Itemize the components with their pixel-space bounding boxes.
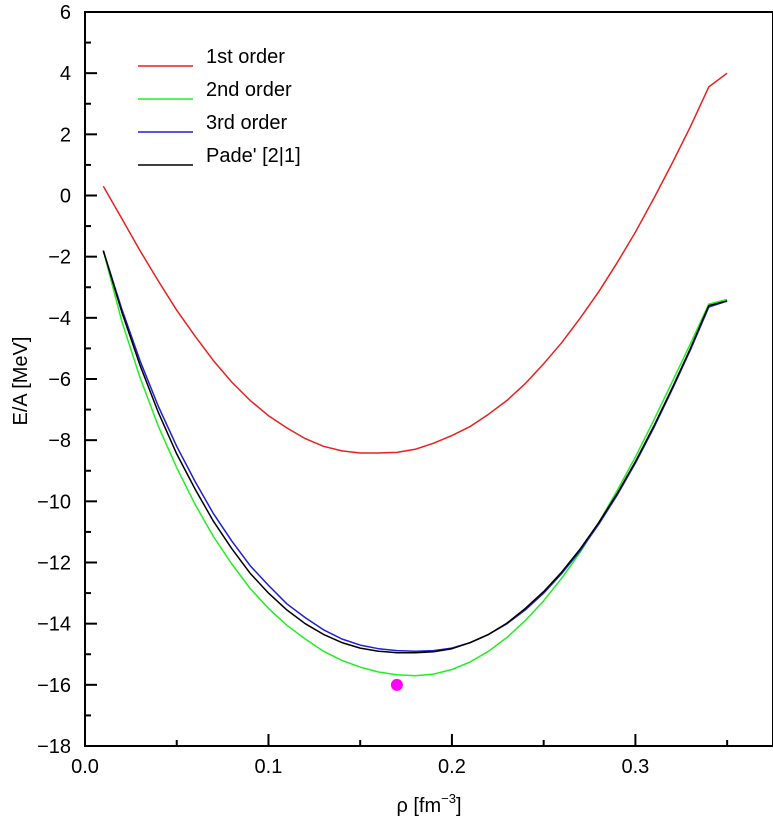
y-tick-label: 4	[60, 63, 71, 85]
legend-label-2: 2nd order	[206, 79, 292, 101]
legend-label-4: Pade' [2|1]	[206, 145, 301, 167]
y-tick-label: 2	[60, 124, 71, 146]
y-tick-label: −4	[48, 308, 71, 330]
y-tick-label: 6	[60, 2, 71, 24]
y-axis-title: E/A [MeV]	[10, 337, 32, 426]
y-tick-label: −14	[37, 614, 71, 636]
series-line-3	[102, 250, 728, 652]
y-tick-label: 0	[60, 186, 71, 208]
data-points	[390, 678, 403, 691]
x-tick-label: 0.0	[71, 756, 99, 778]
tick-labels: 0.0 0.1 0.2 0.3 6 4 2 0 −2 −4 −6 −8 −10 −12 −14 −16 −18	[37, 2, 649, 778]
legend: 1st order 2nd order 3rd order Pade' [2|1]	[138, 46, 301, 167]
series-line-4	[102, 250, 728, 654]
series-line-2	[102, 250, 728, 677]
y-tick-label: −2	[48, 247, 71, 269]
empirical-point	[390, 678, 403, 691]
legend-label-3: 3rd order	[206, 112, 287, 134]
x-axis-title: ρ [fm−3]	[396, 791, 461, 817]
x-tick-label: 0.1	[255, 756, 283, 778]
plot-frame	[84, 11, 773, 747]
ticks	[84, 11, 729, 747]
y-tick-label: −10	[37, 491, 71, 513]
y-tick-label: −6	[48, 369, 71, 391]
x-tick-label: 0.3	[621, 756, 649, 778]
y-tick-label: −18	[37, 736, 71, 758]
y-tick-label: −12	[37, 553, 71, 575]
legend-label-1: 1st order	[206, 46, 285, 68]
x-tick-label: 0.2	[438, 756, 466, 778]
y-tick-label: −8	[48, 430, 71, 452]
y-tick-label: −16	[37, 675, 71, 697]
series-lines	[102, 72, 728, 677]
series-line-1	[102, 72, 728, 454]
